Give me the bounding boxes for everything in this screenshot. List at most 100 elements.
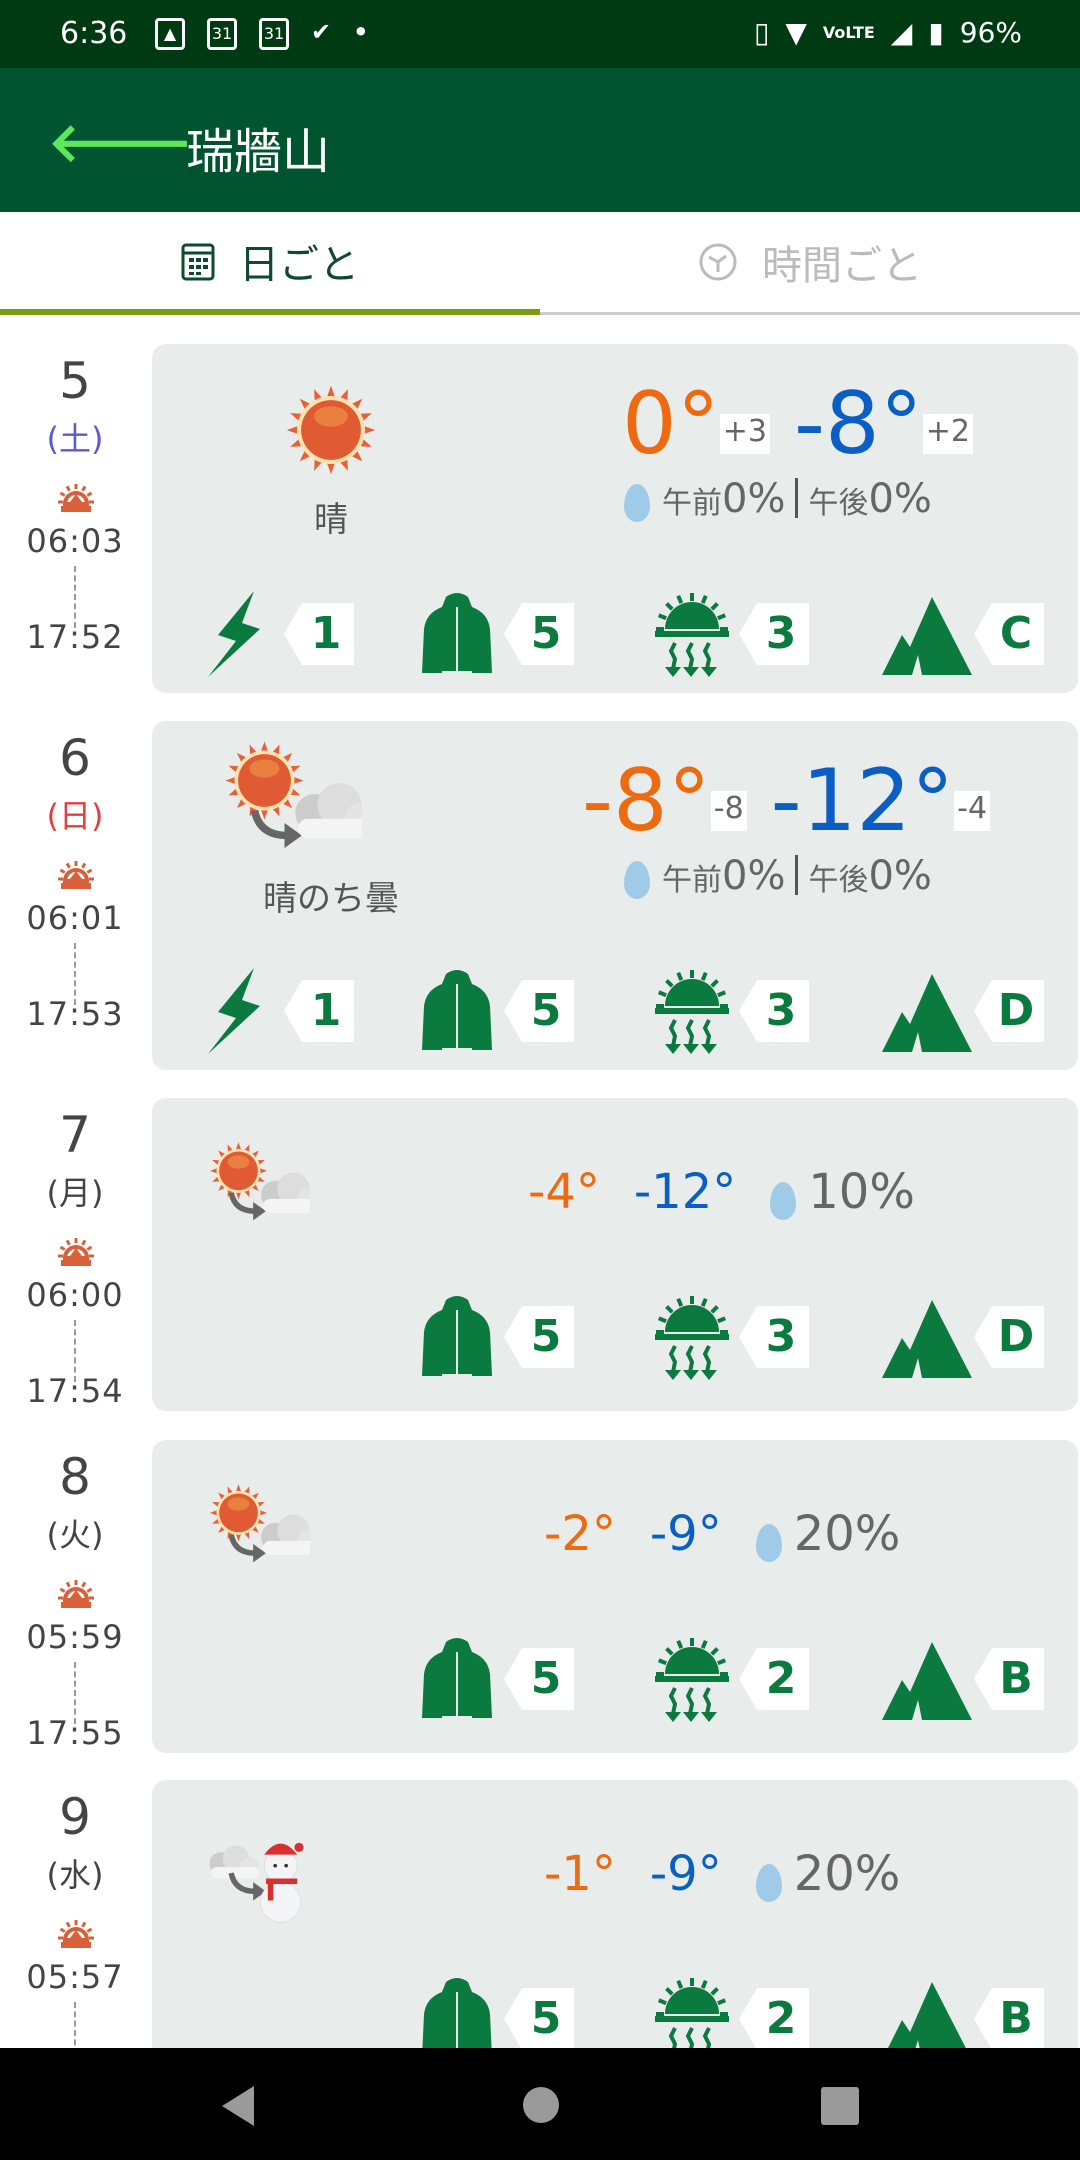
lightning-index: 1 (284, 980, 354, 1042)
uv-icon (647, 589, 737, 679)
volte-icon: VoLTE (822, 23, 875, 42)
uv-index: 3 (739, 1306, 809, 1368)
climbing-index: D (974, 1306, 1044, 1368)
high-temp-diff: +3 (719, 414, 770, 454)
weather-label: 晴 (314, 500, 348, 540)
status-bar: 6:36 ▲ 31 31 ✔ • ▯ ▼ VoLTE ◢ ▮ 96% (0, 0, 1080, 68)
sunrise-time: 06:00 (26, 1276, 124, 1314)
calendar-notification-icon: 31 (259, 18, 289, 50)
forecast-card[interactable]: -1° -9° 20% 5 2 B (152, 1780, 1078, 2048)
day-date: 8 (59, 1448, 91, 1506)
time-divider (74, 1320, 76, 1382)
vibrate-icon: ▯ (753, 16, 770, 49)
system-nav-bar (0, 2048, 1080, 2160)
day-date: 7 (59, 1106, 91, 1164)
lightning-icon (192, 589, 282, 679)
weather-icon-sunny (271, 370, 391, 494)
time-divider (74, 943, 76, 1005)
precipitation: 午前 0% 午後 0% (624, 853, 932, 899)
sunrise-icon (57, 859, 95, 891)
uv-index: 2 (739, 1648, 809, 1710)
time-divider (74, 1662, 76, 1724)
nav-recents-button[interactable] (820, 2086, 860, 2126)
uv-index: 2 (739, 1988, 809, 2048)
arrow-left-icon: 🡐 (48, 111, 193, 174)
clock-icon (699, 243, 737, 281)
back-button[interactable]: 🡐 (48, 110, 193, 175)
temperatures: 0° +3 -8° +2 (622, 374, 973, 474)
index-row: 5 3 D (152, 1292, 1078, 1382)
high-temp: -1° (544, 1846, 616, 1902)
tab-label: 日ごと (239, 241, 359, 288)
day-date: 6 (59, 729, 91, 787)
uv-index: 3 (739, 603, 809, 665)
calendar-icon (181, 243, 215, 280)
battery-level: 96% (959, 16, 1022, 49)
jacket-icon (412, 1634, 502, 1724)
nav-back-button[interactable] (218, 2084, 258, 2128)
page-title: 瑞牆山 (186, 124, 331, 180)
jacket-icon (412, 1292, 502, 1382)
day-row: 7 (月) 06:00 17:54 -4° -12° 10% 5 3 D (0, 1098, 1080, 1439)
time-divider (74, 566, 76, 628)
day-row: 8 (火) 05:59 17:55 -2° -9° 20% 5 2 B (0, 1440, 1080, 1781)
mountain-icon (882, 1292, 972, 1382)
tab-bar: 日ごと 時間ごと (0, 212, 1080, 315)
uv-icon (647, 966, 737, 1056)
precip-pm-label: 午後 (808, 863, 869, 898)
sunrise-time: 05:59 (26, 1618, 124, 1656)
precip-divider (795, 478, 799, 518)
precip-chance: 20% (793, 1506, 901, 1562)
sunrise-icon (57, 482, 95, 514)
mountain-icon (882, 1974, 972, 2048)
precip-am-label: 午前 (662, 863, 722, 898)
sunrise-time: 06:01 (26, 899, 124, 937)
precip-am: 0% (722, 476, 786, 522)
index-row: 1 5 3 C (152, 589, 1078, 679)
low-temp: -12° (633, 1164, 737, 1220)
temperatures: -4° -12° 10% (528, 1164, 915, 1220)
forecast-card[interactable]: -2° -9° 20% 5 2 B (152, 1440, 1078, 1753)
clothing-index: 5 (504, 1306, 574, 1368)
day-weekday: (月) (46, 1174, 104, 1212)
climbing-index: B (974, 1988, 1044, 2048)
temperatures: -8° -8 -12° -4 (582, 751, 991, 851)
temperatures: -1° -9° 20% (544, 1846, 900, 1902)
precip-pm: 0% (868, 853, 932, 899)
low-temp-diff: +2 (922, 414, 973, 454)
low-temp-diff: -4 (954, 791, 991, 831)
sunset-time: 17:54 (26, 1372, 124, 1410)
jacket-icon (412, 966, 502, 1056)
sunrise-icon (57, 1918, 95, 1950)
sunset-time: 17:55 (26, 1714, 124, 1752)
precipitation: 20% (755, 1846, 900, 1902)
weather-icon-cloudy-then-snow (200, 1818, 310, 1932)
clothing-index: 5 (504, 603, 574, 665)
sunrise-icon (57, 1578, 95, 1610)
raindrop-icon (624, 861, 650, 899)
tab-hourly[interactable]: 時間ごと (540, 212, 1080, 315)
day-weekday: (水) (46, 1856, 104, 1894)
forecast-card[interactable]: 晴 0° +3 -8° +2 午前 0% 午後 0% 1 5 3 C (152, 344, 1078, 693)
precipitation: 午前 0% 午後 0% (624, 476, 932, 522)
uv-index: 3 (739, 980, 809, 1042)
calendar-notification-icon: 31 (207, 18, 237, 50)
status-time: 6:36 (60, 16, 128, 51)
weather-icon-sunny-then-cloudy (200, 1478, 322, 1592)
climbing-index: B (974, 1648, 1044, 1710)
nav-home-button[interactable] (522, 2086, 560, 2124)
daily-forecast-list[interactable]: 5 (土) 06:03 17:52 晴 0° +3 -8° +2 午前 0% 午後 0% 1 5 3 C 6 (日)… (0, 315, 1080, 2048)
climbing-index: D (974, 980, 1044, 1042)
day-row: 5 (土) 06:03 17:52 晴 0° +3 -8° +2 午前 0% 午後 0% 1 5 3 C (0, 344, 1080, 721)
uv-icon (647, 1292, 737, 1382)
day-row: 6 (日) 06:01 17:53 晴のち曇 -8° -8 -12° -4 午前 0% 午後 0% 1 5 3… (0, 721, 1080, 1098)
signal-icon: ◢ (890, 16, 913, 49)
sunrise-time: 06:03 (26, 522, 124, 560)
weather-label: 晴のち曇 (263, 879, 399, 919)
tab-daily[interactable]: 日ごと (0, 212, 540, 315)
forecast-card[interactable]: 晴のち曇 -8° -8 -12° -4 午前 0% 午後 0% 1 5 3 D (152, 721, 1078, 1070)
sunset-time: 17:52 (26, 618, 124, 656)
time-divider (74, 2002, 76, 2048)
forecast-card[interactable]: -4° -12° 10% 5 3 D (152, 1098, 1078, 1411)
mountain-icon (882, 966, 972, 1056)
